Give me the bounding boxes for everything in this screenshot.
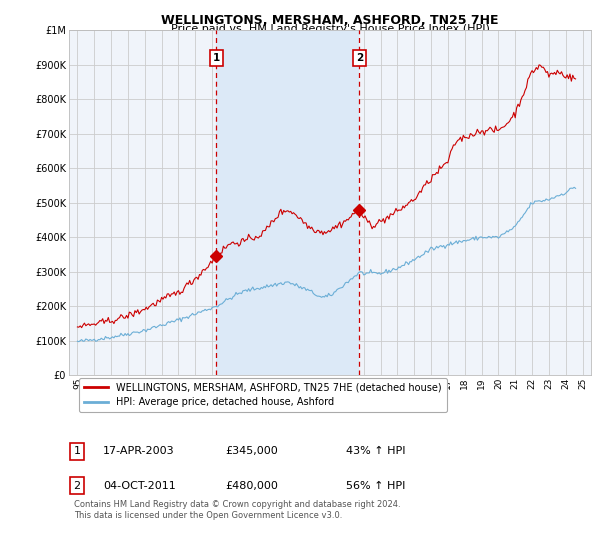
Text: £480,000: £480,000 (226, 480, 278, 491)
Text: 56% ↑ HPI: 56% ↑ HPI (346, 480, 405, 491)
Text: 04-OCT-2011: 04-OCT-2011 (103, 480, 176, 491)
Text: 1: 1 (73, 446, 80, 456)
Text: 1: 1 (213, 53, 220, 63)
Text: WELLINGTONS, MERSHAM, ASHFORD, TN25 7HE: WELLINGTONS, MERSHAM, ASHFORD, TN25 7HE (161, 14, 499, 27)
Text: 2: 2 (356, 53, 363, 63)
Text: £345,000: £345,000 (226, 446, 278, 456)
Text: Contains HM Land Registry data © Crown copyright and database right 2024.
This d: Contains HM Land Registry data © Crown c… (74, 501, 401, 520)
Text: 43% ↑ HPI: 43% ↑ HPI (346, 446, 405, 456)
Text: 17-APR-2003: 17-APR-2003 (103, 446, 175, 456)
Text: Price paid vs. HM Land Registry's House Price Index (HPI): Price paid vs. HM Land Registry's House … (170, 24, 490, 34)
Legend: WELLINGTONS, MERSHAM, ASHFORD, TN25 7HE (detached house), HPI: Average price, de: WELLINGTONS, MERSHAM, ASHFORD, TN25 7HE … (79, 377, 446, 412)
Bar (217, 30, 359, 375)
Text: 2: 2 (73, 480, 80, 491)
